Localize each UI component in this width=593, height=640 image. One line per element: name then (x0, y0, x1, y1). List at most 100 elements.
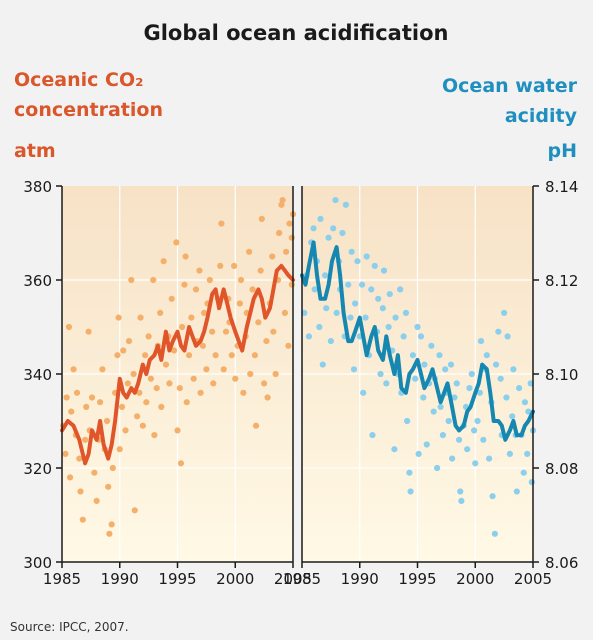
co2-x-tick-label: 1985 (43, 570, 81, 588)
co2-data-point (177, 460, 185, 467)
ph-data-point (447, 361, 455, 368)
co2-data-point (133, 413, 141, 420)
co2-data-point (91, 469, 98, 476)
co2-data-point (182, 253, 189, 260)
ph-data-point (495, 328, 502, 335)
co2-data-point (114, 352, 121, 359)
right-y-tick: 8.12 (545, 272, 578, 290)
right-y-tick: 8.08 (545, 460, 578, 478)
co2-data-point (106, 530, 113, 537)
source-note: Source: IPCC, 2007. (10, 620, 129, 634)
ph-data-point (430, 408, 437, 415)
ph-data-point (474, 417, 481, 425)
ph-data-point (409, 352, 416, 359)
ph-data-point (350, 366, 358, 373)
co2-x-tick-label: 1990 (101, 570, 139, 588)
co2-data-point (206, 276, 213, 284)
ph-panel: 1985 1990 1995 2000 2005 (283, 185, 552, 588)
ph-data-point (392, 314, 399, 321)
left-y-tick: 360 (23, 272, 52, 290)
co2-data-point (199, 342, 207, 349)
ph-data-point (327, 338, 334, 345)
ph-data-point (477, 338, 485, 345)
ph-data-point (330, 225, 337, 232)
co2-data-point (79, 516, 86, 523)
co2-data-point (170, 347, 178, 354)
co2-data-point (168, 295, 175, 302)
co2-data-point (62, 450, 69, 457)
ph-data-point (347, 314, 354, 321)
ph-data-point (380, 267, 388, 274)
co2-data-point (252, 422, 260, 429)
co2-data-point (151, 432, 158, 439)
ph-data-point (423, 441, 430, 448)
ph-data-point (451, 394, 458, 401)
ph-data-point (375, 295, 382, 302)
right-axis-label-line-2: acidity (505, 105, 578, 127)
ph-data-point (362, 314, 369, 321)
co2-data-point (147, 375, 155, 382)
co2-data-point (288, 234, 295, 241)
co2-data-point (116, 446, 123, 453)
co2-data-point (269, 253, 276, 260)
co2-data-point (251, 352, 258, 359)
co2-trend-line (60, 263, 295, 466)
ph-data-point (513, 488, 520, 495)
co2-data-point (88, 394, 96, 401)
ph-data-point (316, 323, 323, 331)
ph-data-point (332, 197, 339, 204)
ph-data-point (400, 333, 407, 340)
co2-data-point (179, 323, 186, 331)
co2-data-point (85, 328, 92, 335)
ph-x-tick-label: 1985 (283, 570, 321, 588)
left-axis-label-line-2: concentration (14, 99, 163, 121)
co2-data-point (137, 314, 144, 321)
ph-data-point (453, 380, 460, 387)
co2-data-point (230, 262, 238, 269)
ph-data-point (385, 323, 392, 331)
co2-data-point (247, 370, 254, 378)
co2-data-point (160, 258, 167, 265)
co2-data-point (145, 333, 152, 340)
co2-data-point (108, 521, 115, 528)
ph-data-point (510, 366, 517, 373)
ph-data-point (437, 403, 444, 410)
co2-data-point (166, 380, 173, 387)
ph-data-point (363, 253, 370, 260)
ph-data-point (516, 385, 523, 392)
co2-data-point (99, 366, 106, 373)
co2-data-point (174, 427, 181, 434)
ph-x-tick-label: 2005 (514, 570, 552, 588)
co2-data-point (63, 394, 70, 401)
co2-data-point (97, 399, 104, 406)
ph-data-point (322, 272, 329, 279)
co2-data-point (150, 276, 157, 284)
ph-data-point (464, 446, 471, 453)
co2-data-point (249, 286, 256, 293)
ph-data-point (486, 455, 493, 462)
co2-data-point (153, 385, 160, 392)
co2-data-point (158, 403, 165, 410)
ph-data-point (509, 413, 516, 420)
ph-data-point (311, 286, 318, 293)
co2-data-point (105, 483, 112, 490)
right-y-tick: 8.10 (545, 366, 578, 384)
ph-data-point (417, 333, 425, 340)
ph-data-point (483, 352, 490, 359)
ph-data-point (492, 361, 500, 368)
ph-data-point (521, 399, 529, 406)
ph-data-point (455, 436, 463, 443)
co2-data-point (270, 328, 277, 335)
ph-data-point (524, 450, 531, 457)
co2-data-point (282, 248, 290, 255)
ph-data-point (358, 281, 366, 288)
co2-data-point (139, 422, 146, 429)
co2-data-point (188, 314, 195, 321)
co2-data-point (130, 370, 137, 378)
ph-data-point (369, 432, 376, 439)
ph-x-tick-label: 1995 (398, 570, 436, 588)
left-y-tick: 320 (23, 460, 52, 478)
ph-data-point (325, 234, 332, 241)
ph-data-point (470, 427, 478, 434)
ph-data-point (339, 229, 346, 237)
